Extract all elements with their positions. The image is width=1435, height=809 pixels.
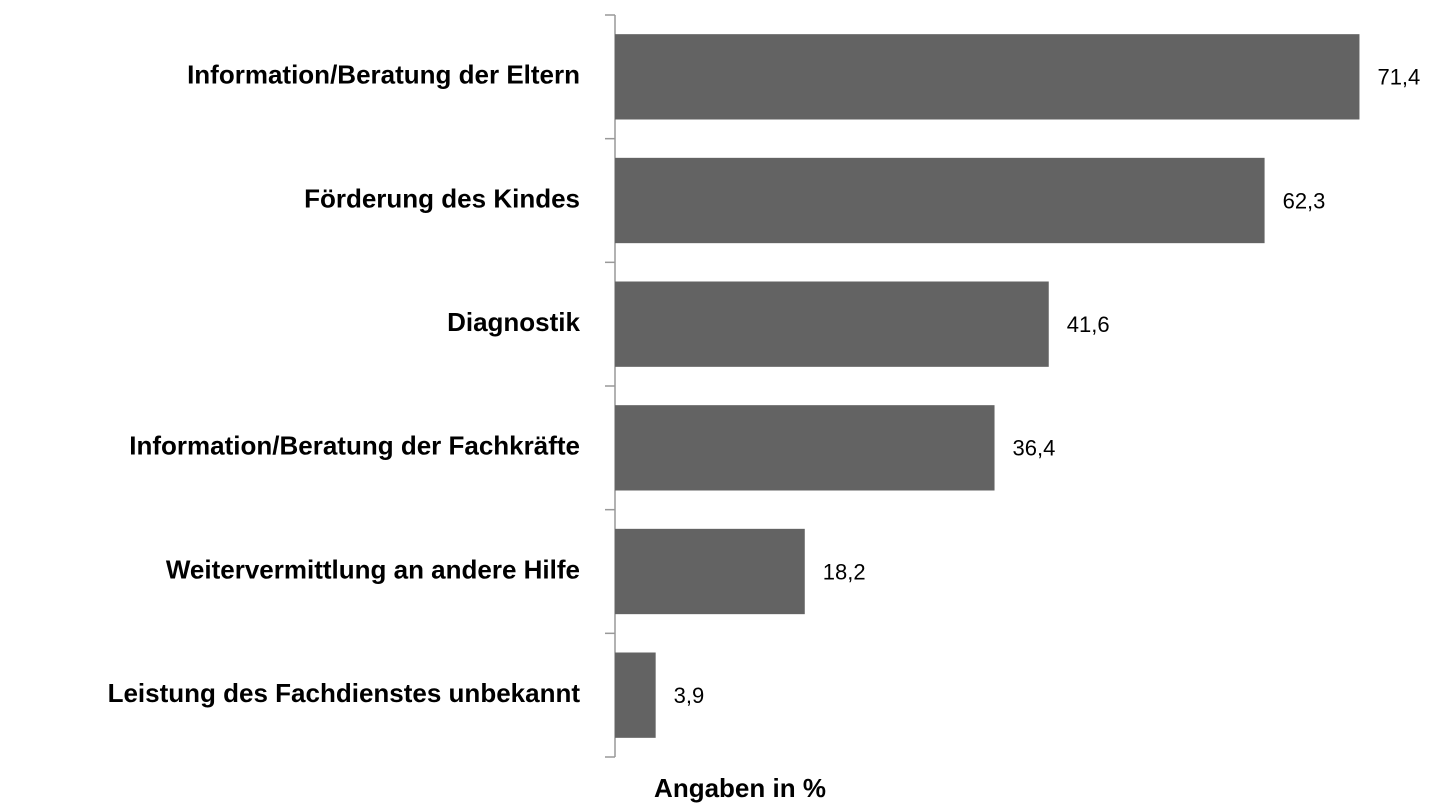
data-label: 3,9 [674,683,705,708]
data-label: 71,4 [1377,65,1420,90]
bar [615,652,656,738]
category-label: Diagnostik [447,307,580,337]
category-label: Weitervermittlung an andere Hilfe [166,554,580,584]
data-label: 18,2 [823,559,866,584]
bar [615,34,1360,120]
bar [615,405,995,491]
bar [615,157,1265,244]
bar [615,281,1049,367]
data-label: 62,3 [1283,188,1326,213]
category-label: Förderung des Kindes [304,183,580,213]
category-label: Information/Beratung der Eltern [187,60,580,90]
category-label: Information/Beratung der Fachkräfte [129,431,580,461]
axis-label: Angaben in % [654,773,826,803]
bar [615,528,805,615]
data-label: 36,4 [1013,436,1056,461]
data-label: 41,6 [1067,312,1110,337]
category-label: Leistung des Fachdienstes unbekannt [108,678,581,708]
